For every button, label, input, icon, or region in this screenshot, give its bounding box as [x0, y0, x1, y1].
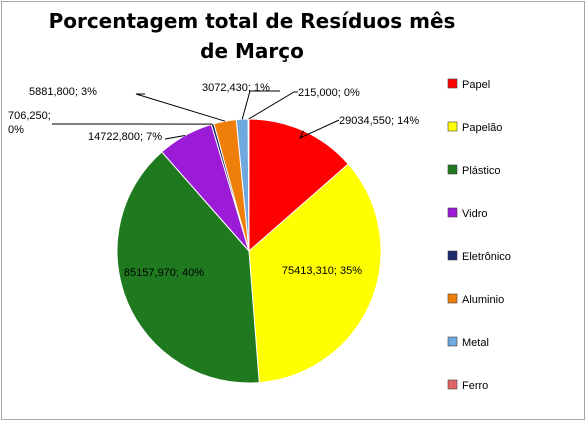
data-label-plastico: 85157,970; 40% — [124, 267, 204, 279]
data-label-papel: 29034,550; 14% — [339, 115, 419, 127]
legend-swatch-eletronico — [448, 251, 457, 260]
legend-label-papelao: Papelão — [462, 122, 502, 134]
leader-line-metal — [242, 91, 280, 119]
legend-label-ferro: Ferro — [462, 380, 488, 392]
legend-label-vidro: Vidro — [462, 208, 487, 220]
legend-label-eletronico: Eletrônico — [462, 251, 511, 263]
legend-swatch-plastico — [448, 165, 457, 174]
legend-swatch-metal — [448, 337, 457, 346]
data-label-papelao: 75413,310; 35% — [282, 265, 362, 277]
data-label-eletronico: 706,250;0% — [8, 110, 51, 136]
legend-swatch-aluminio — [448, 294, 457, 303]
leader-line-ferro — [249, 92, 298, 119]
leader-line-aluminio — [136, 94, 225, 121]
data-label-metal: 3072,430; 1% — [202, 82, 270, 94]
legend-swatch-vidro — [448, 208, 457, 217]
legend-label-aluminio: Aluminio — [462, 294, 504, 306]
legend-label-plastico: Plástico — [462, 165, 501, 177]
leader-line-papel — [300, 120, 339, 138]
data-label-ferro: 215,000; 0% — [298, 87, 360, 99]
legend-label-metal: Metal — [462, 337, 489, 349]
data-label-vidro: 14722,800; 7% — [88, 131, 162, 143]
legend-swatch-papelao — [448, 122, 457, 131]
legend-swatch-ferro — [448, 380, 457, 389]
legend-swatch-papel — [448, 79, 457, 88]
data-label-aluminio: 5881,800; 3% — [29, 86, 97, 98]
legend-label-papel: Papel — [462, 79, 490, 91]
